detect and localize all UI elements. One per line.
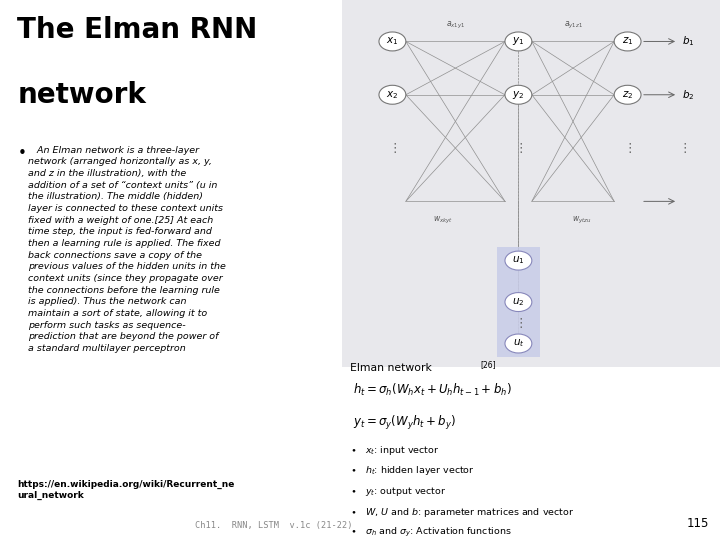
- Text: $w_{ytzu}$: $w_{ytzu}$: [572, 215, 591, 226]
- Text: 115: 115: [687, 517, 709, 530]
- Circle shape: [379, 32, 406, 51]
- Text: $u_1$: $u_1$: [512, 255, 525, 267]
- Circle shape: [505, 32, 532, 51]
- Text: [26]: [26]: [480, 360, 495, 369]
- Text: •: •: [17, 146, 27, 161]
- Text: $\vdots$: $\vdots$: [388, 141, 397, 155]
- Text: $u_t$: $u_t$: [513, 338, 524, 349]
- Text: $u_2$: $u_2$: [512, 296, 525, 308]
- Text: $\vdots$: $\vdots$: [514, 141, 523, 155]
- Text: Ch11.  RNN, LSTM  v.1c (21-22): Ch11. RNN, LSTM v.1c (21-22): [195, 521, 352, 530]
- Text: $\bullet$   $h_t$: hidden layer vector: $\bullet$ $h_t$: hidden layer vector: [350, 464, 474, 477]
- Text: $b_2$: $b_2$: [683, 88, 695, 102]
- Text: $\vdots$: $\vdots$: [514, 316, 523, 330]
- Text: $h_t = \sigma_h(W_h x_t + U_h h_{t-1} + b_h)$: $h_t = \sigma_h(W_h x_t + U_h h_{t-1} + …: [354, 382, 512, 398]
- Text: $\vdots$: $\vdots$: [678, 141, 687, 155]
- Text: $z_1$: $z_1$: [622, 36, 634, 48]
- Text: The Elman RNN: The Elman RNN: [17, 16, 258, 44]
- Text: $\bullet$   $x_t$: input vector: $\bullet$ $x_t$: input vector: [350, 443, 439, 457]
- Text: $\bullet$   $W$, $U$ and $b$: parameter matrices and vector: $\bullet$ $W$, $U$ and $b$: parameter ma…: [350, 505, 574, 518]
- Text: $y_2$: $y_2$: [512, 89, 525, 101]
- Circle shape: [505, 251, 532, 270]
- Text: $\bullet$   $\sigma_h$ and $\sigma_y$: Activation functions: $\bullet$ $\sigma_h$ and $\sigma_y$: Act…: [350, 526, 511, 539]
- Circle shape: [614, 85, 641, 104]
- Text: https://en.wikipedia.org/wiki/Recurrent_ne
ural_network: https://en.wikipedia.org/wiki/Recurrent_…: [17, 480, 235, 500]
- Text: $a_{x1y1}$: $a_{x1y1}$: [446, 19, 465, 31]
- Bar: [497, 247, 540, 357]
- Text: An Elman network is a three-layer
network (arranged horizontally as x, y,
and z : An Elman network is a three-layer networ…: [27, 146, 225, 353]
- Circle shape: [379, 85, 406, 104]
- Text: $x_1$: $x_1$: [386, 36, 399, 48]
- Text: network: network: [17, 81, 146, 109]
- Text: $a_{y1z1}$: $a_{y1z1}$: [564, 19, 582, 31]
- Text: $w_{xkyt}$: $w_{xkyt}$: [433, 215, 453, 226]
- Text: $y_t = \sigma_y(W_y h_t + b_y)$: $y_t = \sigma_y(W_y h_t + b_y)$: [354, 414, 456, 432]
- Circle shape: [505, 293, 532, 312]
- Text: $y_1$: $y_1$: [512, 36, 525, 48]
- Text: $z_2$: $z_2$: [622, 89, 634, 100]
- Text: $\bullet$   $y_t$: output vector: $\bullet$ $y_t$: output vector: [350, 485, 446, 498]
- Text: $\vdots$: $\vdots$: [623, 141, 632, 155]
- Text: $x_2$: $x_2$: [386, 89, 399, 100]
- Circle shape: [505, 85, 532, 104]
- Circle shape: [614, 32, 641, 51]
- Text: Elman network: Elman network: [350, 363, 431, 373]
- Circle shape: [505, 334, 532, 353]
- Text: $b_1$: $b_1$: [683, 35, 695, 49]
